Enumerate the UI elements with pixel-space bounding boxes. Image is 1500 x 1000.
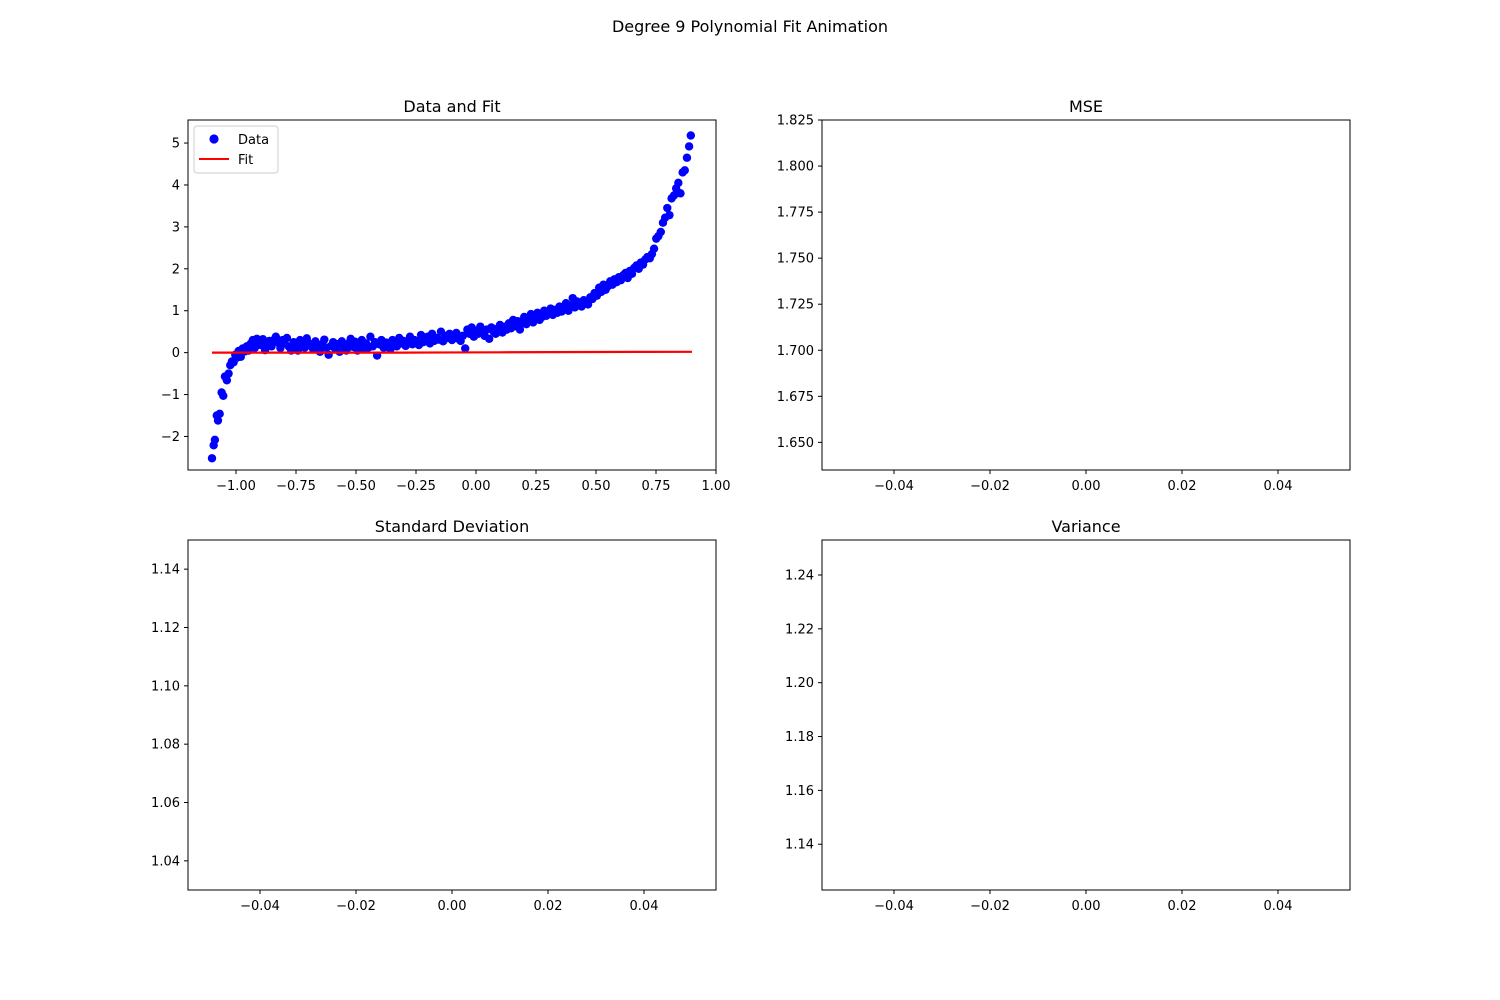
data-point	[219, 391, 228, 401]
x-tick-label: −1.00	[216, 479, 256, 494]
y-tick-label: 1.04	[151, 854, 180, 869]
axes-frame	[187, 119, 717, 471]
y-tick-label: 1.10	[151, 679, 180, 694]
y-tick-label: 1.12	[151, 621, 180, 636]
data-point	[207, 454, 217, 463]
x-tick-label: 0.02	[1168, 479, 1197, 494]
x-tick-label: 0.02	[1168, 899, 1197, 914]
plot-area	[207, 131, 695, 463]
y-tick-label: 1.775	[777, 206, 814, 221]
data-point	[458, 331, 467, 341]
legend-label: Fit	[238, 153, 253, 168]
x-tick-label: 0.00	[438, 899, 467, 914]
data-point	[674, 178, 683, 188]
axes-frame	[821, 539, 1351, 891]
data-point	[224, 369, 233, 378]
data-point	[684, 142, 694, 151]
data-point	[485, 334, 494, 344]
x-tick-label: −0.04	[240, 899, 280, 914]
data-point	[213, 416, 223, 425]
legend: Data Fit	[193, 125, 279, 174]
subplot-title: Data and Fit	[403, 97, 500, 116]
x-tick-label: 0.00	[1072, 899, 1101, 914]
subplot-title: MSE	[1069, 97, 1103, 116]
x-tick-label: −0.02	[970, 899, 1010, 914]
y-tick-label: 1.675	[777, 390, 814, 405]
y-tick-label: 1.725	[777, 298, 814, 313]
subplot-std: Standard Deviation −0.04 −0.02 0.00 0.02 0.04…	[151, 517, 717, 914]
y-tick-label: 1.650	[777, 436, 814, 451]
x-tick-label: 0.04	[1264, 899, 1293, 914]
data-point	[210, 435, 220, 445]
y-tick-label: 5	[172, 137, 180, 152]
y-tick-label: 3	[172, 220, 180, 235]
data-point	[649, 244, 659, 253]
data-point	[656, 227, 665, 237]
y-tick-label: 1.16	[785, 784, 814, 799]
x-tick-label: −0.04	[874, 479, 914, 494]
data-point	[665, 210, 674, 220]
figure-title: Degree 9 Polynomial Fit Animation	[611, 17, 889, 36]
x-tick-label: 0.00	[1072, 479, 1101, 494]
subplot-data-fit: Data and Fit −1.00 −0.75 −0.50 −0.25 0.00 0.25…	[161, 97, 731, 494]
y-tick-label: 1.750	[777, 252, 814, 267]
data-point	[282, 333, 292, 343]
subplot-mse: MSE −0.04 −0.02 0.00 0.02 0.04 1.650 1.675 1.700…	[777, 97, 1351, 494]
legend-label: Data	[238, 133, 269, 148]
data-point	[680, 166, 689, 175]
data-point	[222, 376, 232, 385]
data-point	[676, 189, 685, 198]
x-tick-label: −0.75	[276, 479, 316, 494]
axes-frame	[821, 119, 1351, 471]
axes-frame	[187, 539, 717, 891]
y-tick-label: −2	[161, 430, 180, 445]
x-tick-label: 0.00	[462, 479, 491, 494]
x-tick-label: −0.02	[336, 899, 376, 914]
x-tick-label: 0.04	[630, 899, 659, 914]
fit-line	[212, 350, 693, 354]
x-tick-label: 0.50	[582, 479, 611, 494]
data-point	[686, 131, 695, 140]
y-tick-label: 0	[172, 346, 180, 361]
y-tick-label: −1	[161, 388, 180, 403]
data-point	[320, 335, 329, 344]
y-tick-label: 1.20	[785, 676, 814, 691]
y-tick-label: 2	[172, 262, 180, 277]
y-tick-label: 1	[172, 304, 180, 319]
subplot-title: Variance	[1051, 517, 1120, 536]
legend-marker-circle	[209, 134, 219, 144]
data-point	[215, 409, 224, 419]
y-tick-label: 1.24	[785, 569, 814, 584]
y-tick-label: 1.825	[777, 114, 814, 129]
x-tick-label: 0.04	[1264, 479, 1293, 494]
data-point	[682, 153, 692, 162]
y-tick-label: 1.08	[151, 738, 180, 753]
y-tick-label: 1.18	[785, 730, 814, 745]
data-point	[663, 203, 672, 213]
x-tick-label: −0.02	[970, 479, 1010, 494]
x-tick-label: 0.25	[522, 479, 551, 494]
y-tick-label: 1.14	[151, 563, 180, 578]
x-tick-label: −0.04	[874, 899, 914, 914]
x-tick-label: 1.00	[702, 479, 731, 494]
y-tick-label: 1.700	[777, 344, 814, 359]
subplot-title: Standard Deviation	[375, 517, 529, 536]
x-tick-label: 0.02	[534, 899, 563, 914]
x-tick-label: −0.50	[336, 479, 376, 494]
y-tick-label: 1.22	[785, 622, 814, 637]
y-tick-label: 1.800	[777, 160, 814, 175]
y-tick-label: 4	[172, 178, 180, 193]
data-point	[461, 344, 470, 353]
data-point	[669, 191, 679, 200]
data-point	[528, 318, 538, 327]
x-tick-label: −0.25	[396, 479, 436, 494]
x-tick-label: 0.75	[642, 479, 671, 494]
subplot-variance: Variance −0.04 −0.02 0.00 0.02 0.04 1.14 1.16 1.…	[785, 517, 1351, 914]
y-tick-label: 1.06	[151, 796, 180, 811]
y-tick-label: 1.14	[785, 838, 814, 853]
